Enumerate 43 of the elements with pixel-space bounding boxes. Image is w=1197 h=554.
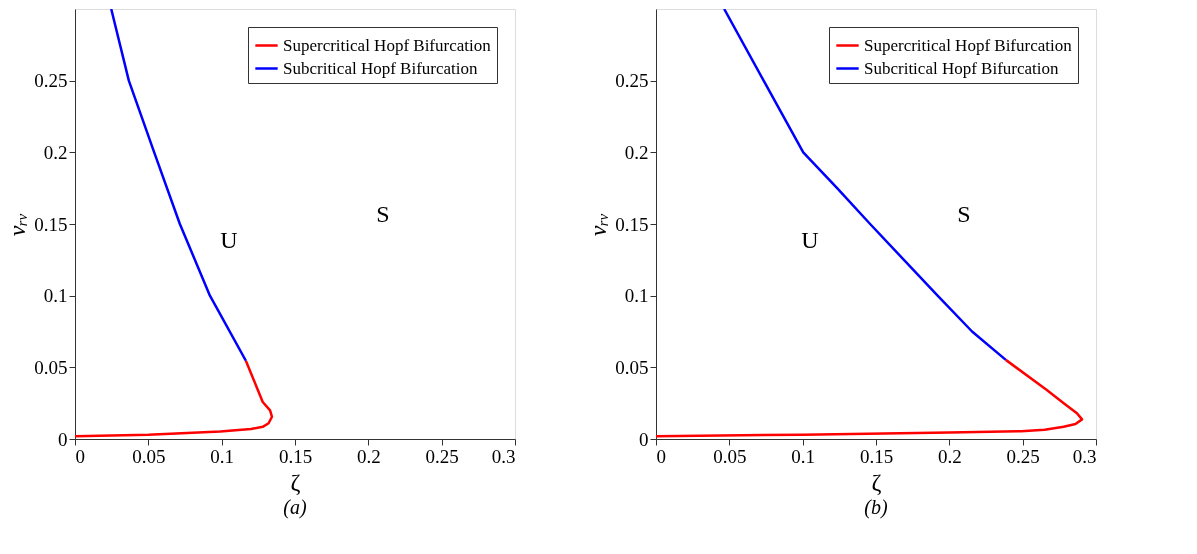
x-tick-label: 0.2 bbox=[937, 445, 962, 467]
y-axis-title: vᵣᵥ bbox=[585, 212, 612, 237]
legend-label: Supercritical Hopf Bifurcation bbox=[283, 35, 492, 55]
y-tick-label: 0.25 bbox=[615, 70, 649, 92]
x-tick-label: 0.1 bbox=[791, 445, 816, 467]
x-tick-label: 0.3 bbox=[1072, 445, 1097, 467]
text: (b) bbox=[864, 496, 888, 519]
y-tick-label: 0.15 bbox=[34, 213, 68, 235]
x-tick-label: 0.3 bbox=[491, 445, 516, 467]
annotation: S bbox=[376, 201, 390, 228]
x-tick-label: 0.05 bbox=[713, 445, 747, 467]
x-tick-label: 0.25 bbox=[1006, 445, 1040, 467]
y-tick-label: 0.2 bbox=[43, 141, 68, 163]
y-tick-label: 0.25 bbox=[34, 70, 68, 92]
legend-label: Subcritical Hopf Bifurcation bbox=[283, 58, 478, 78]
x-tick-label: 0.25 bbox=[425, 445, 459, 467]
y-axis-title: vᵣᵥ bbox=[4, 212, 31, 237]
line-series bbox=[109, 9, 248, 362]
annotation: U bbox=[801, 227, 819, 254]
y-tick-label: 0.2 bbox=[624, 141, 649, 163]
line-series bbox=[656, 358, 1084, 438]
y-tick-label: 0.05 bbox=[34, 356, 68, 378]
y-tick-label: 0.1 bbox=[43, 285, 68, 307]
x-tick-label: 0 bbox=[656, 445, 666, 467]
x-tick-label: 0.05 bbox=[132, 445, 166, 467]
legend-label: Subcritical Hopf Bifurcation bbox=[864, 58, 1059, 78]
annotation: U bbox=[220, 227, 238, 254]
x-tick-label: 0 bbox=[75, 445, 85, 467]
y-tick-label: 0 bbox=[58, 428, 68, 450]
x-tick-label: 0.1 bbox=[210, 445, 235, 467]
line-series bbox=[75, 359, 274, 438]
y-tick-label: 0.1 bbox=[624, 285, 649, 307]
y-tick-label: 0.05 bbox=[615, 356, 649, 378]
y-tick-label: 0 bbox=[639, 428, 649, 450]
text: (a) bbox=[283, 496, 307, 519]
x-tick-label: 0.15 bbox=[859, 445, 894, 467]
x-tick-label: 0.15 bbox=[278, 445, 313, 467]
x-tick-label: 0.2 bbox=[356, 445, 381, 467]
annotation: S bbox=[957, 201, 971, 228]
x-axis-title: ζ bbox=[290, 468, 301, 495]
legend-label: Supercritical Hopf Bifurcation bbox=[864, 35, 1073, 55]
y-tick-label: 0.15 bbox=[615, 213, 649, 235]
x-axis-title: ζ bbox=[871, 468, 882, 495]
